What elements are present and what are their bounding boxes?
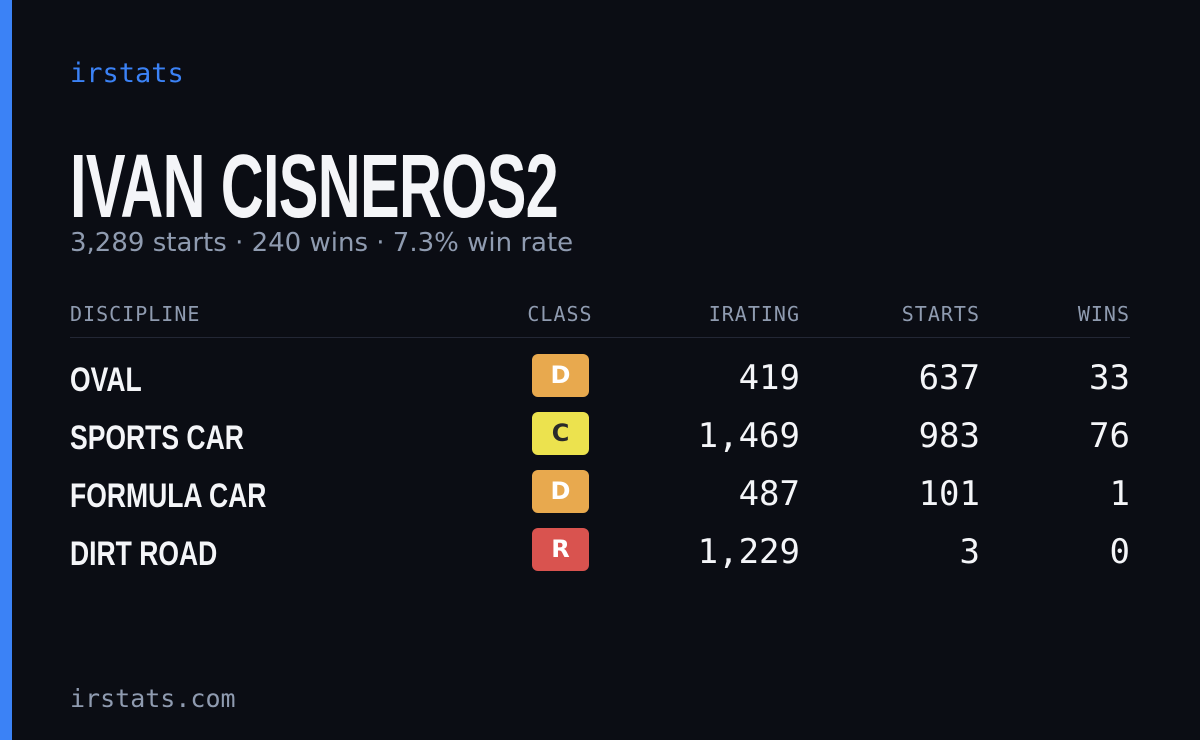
column-header: CLASS [527, 302, 593, 326]
column-header: STARTS [901, 302, 980, 326]
column-header: WINS [1077, 302, 1130, 326]
discipline: OVAL [70, 361, 142, 399]
starts: 983 [918, 416, 980, 456]
wins: 1 [1109, 474, 1130, 514]
irating: 1,229 [697, 532, 800, 572]
class-badge: D [532, 470, 589, 513]
column-header: IRATING [708, 302, 800, 326]
accent-bar [0, 0, 12, 740]
wins: 33 [1089, 358, 1130, 398]
profile-summary: 3,289 starts · 240 wins · 7.3% win rate [70, 228, 574, 258]
class-badge: R [532, 528, 589, 571]
starts: 101 [918, 474, 980, 514]
class-badge: C [532, 412, 589, 455]
wins: 76 [1089, 416, 1130, 456]
wins: 0 [1109, 532, 1130, 572]
irating: 487 [738, 474, 800, 514]
irating: 419 [738, 358, 800, 398]
profile-name: IVAN CISNEROS2 [70, 137, 559, 237]
class-badge: D [532, 354, 589, 397]
starts: 637 [918, 358, 980, 398]
irating: 1,469 [697, 416, 800, 456]
starts: 3 [959, 532, 980, 572]
discipline: SPORTS CAR [70, 419, 244, 457]
discipline: DIRT ROAD [70, 535, 218, 573]
brand: irstats [70, 58, 184, 89]
discipline: FORMULA CAR [70, 477, 267, 515]
header-rule [70, 337, 1130, 338]
footer: irstats.com [70, 684, 236, 713]
column-header: DISCIPLINE [70, 302, 201, 326]
